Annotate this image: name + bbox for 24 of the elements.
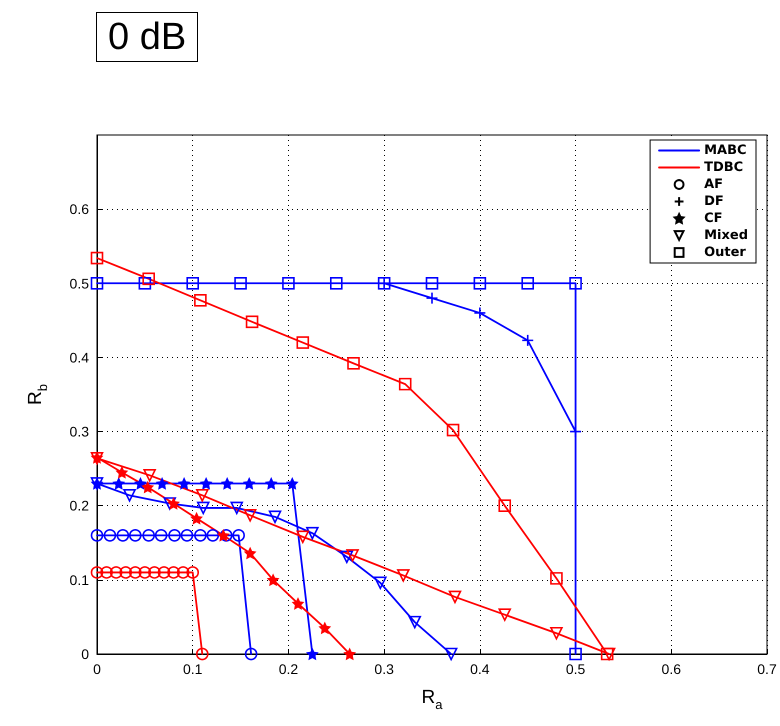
x-tick-label: 0.4	[470, 661, 490, 677]
x-tick-label: 0.5	[566, 661, 586, 677]
x-tick-label: 0.1	[182, 661, 203, 677]
y-tick-label: 0.4	[70, 349, 90, 366]
y-tick-label: 0.6	[70, 201, 90, 218]
legend-label: CF	[704, 211, 723, 226]
x-tick-label: 0.6	[662, 661, 682, 677]
legend-label: MABC	[704, 143, 747, 158]
legend-label: Mixed	[704, 228, 748, 243]
y-tick-label: 0.3	[70, 424, 90, 440]
y-tick-label: 0.2	[70, 498, 90, 514]
chart-title: 0 dB	[108, 16, 186, 58]
x-tick-label: 0.2	[278, 661, 298, 677]
legend-label: Outer	[704, 245, 746, 260]
x-tick-label: 0.7	[757, 661, 777, 677]
x-tick-label: 0.3	[374, 661, 394, 677]
legend-label: TDBC	[704, 160, 744, 175]
y-tick-label: 0	[81, 646, 90, 662]
y-axis-title: Rb	[25, 384, 50, 405]
y-tick-label: 0.5	[70, 275, 90, 292]
x-tick-label: 0	[93, 661, 102, 677]
y-tick-label: 0.1	[70, 572, 90, 588]
legend-label: DF	[704, 194, 724, 209]
legend-label: AF	[704, 177, 724, 192]
